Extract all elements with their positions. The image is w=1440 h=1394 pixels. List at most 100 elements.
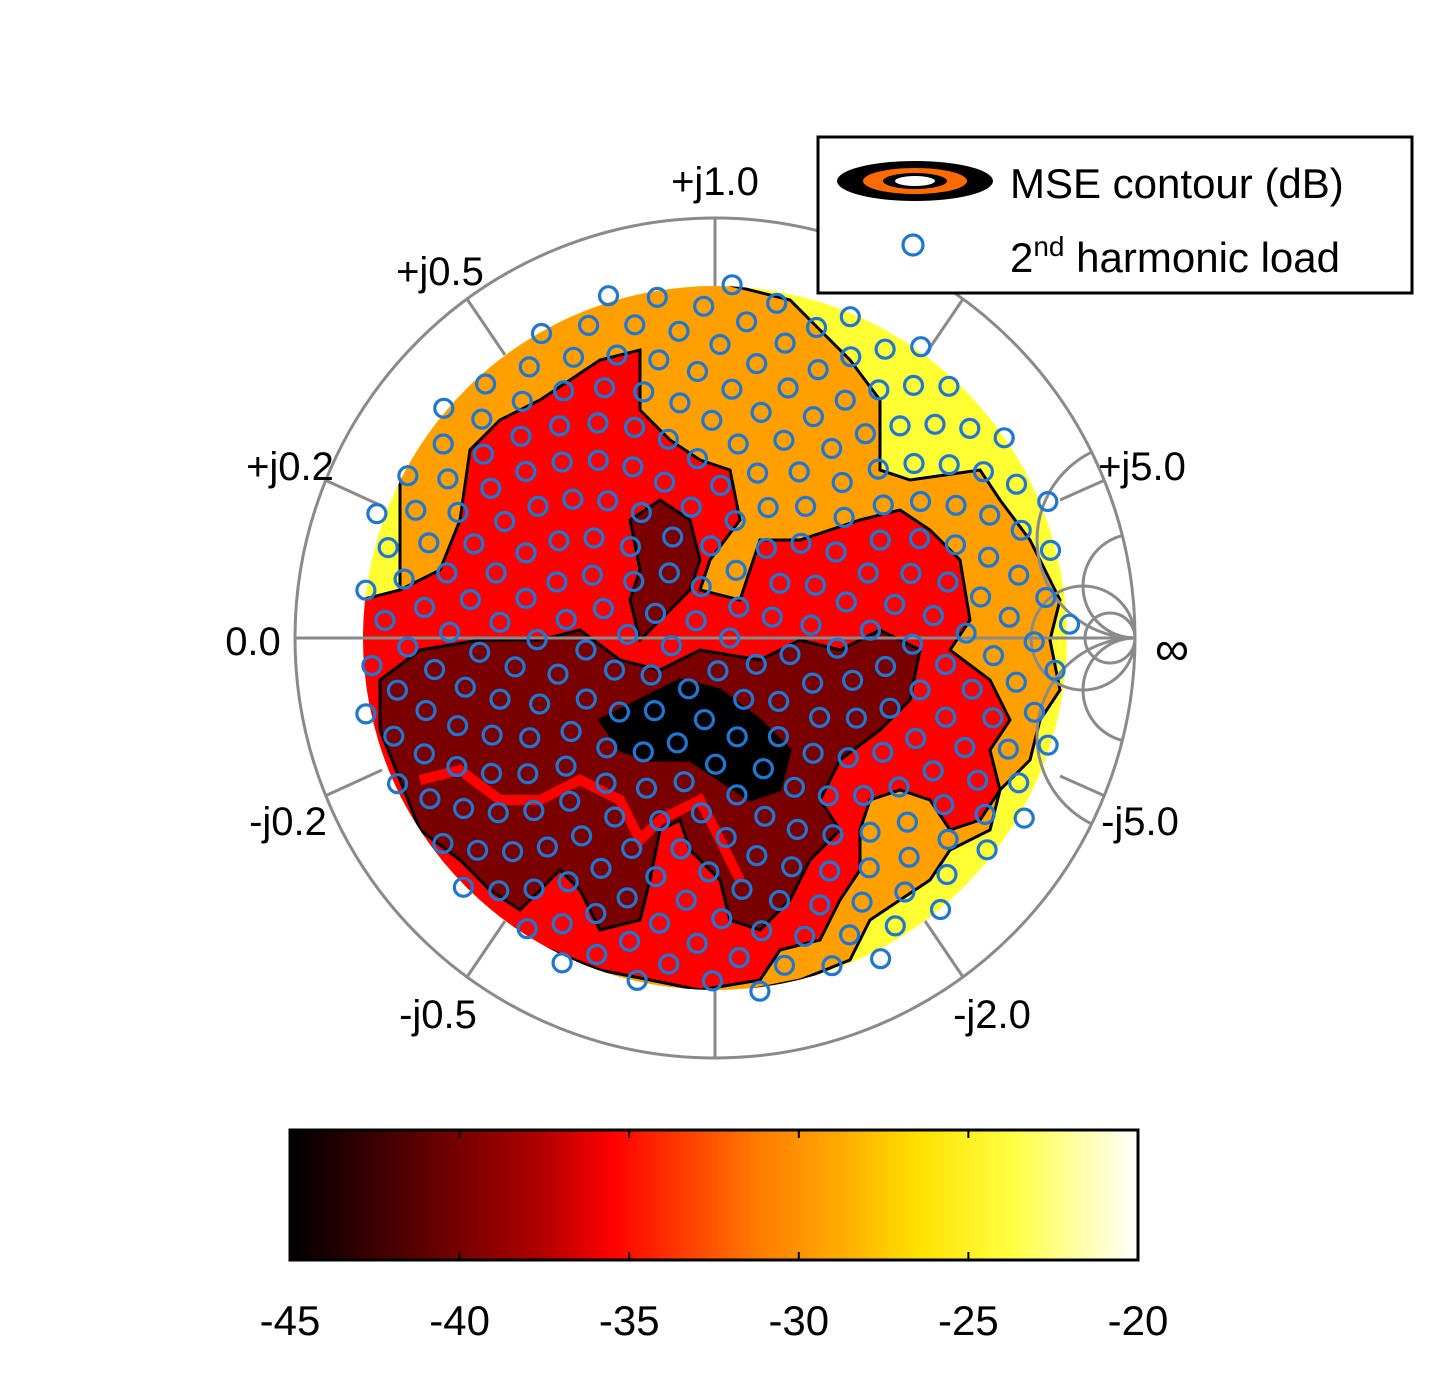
harmonic-load-marker [1023, 701, 1046, 723]
harmonic-load-marker [454, 676, 476, 698]
harmonic-load-marker [453, 797, 475, 820]
harmonic-load-marker [752, 758, 775, 780]
harmonic-load-markers [355, 274, 1081, 1002]
harmonic-load-marker [731, 878, 753, 901]
harmonic-load-marker [570, 825, 593, 847]
harmonic-load-marker [680, 496, 702, 518]
harmonic-load-marker [653, 471, 676, 493]
harmonic-load-marker [902, 374, 925, 396]
harmonic-load-marker [577, 314, 600, 336]
harmonic-load-marker [979, 504, 1001, 526]
harmonic-load-marker [997, 738, 1019, 760]
harmonic-load-marker [386, 679, 408, 701]
harmonic-load-marker [405, 499, 427, 521]
marker-swatch-icon [901, 233, 925, 257]
harmonic-load-marker [936, 863, 958, 886]
harmonic-load-marker [857, 562, 879, 584]
tick-jneg02 [324, 768, 383, 798]
colorbar-tick-label: -35 [599, 1297, 660, 1344]
harmonic-load-marker [575, 639, 597, 661]
harmonic-load-marker [825, 541, 847, 563]
harmonic-load-marker [889, 415, 911, 437]
harmonic-load-marker [587, 412, 609, 434]
harmonic-load-marker [938, 454, 960, 476]
harmonic-load-marker [869, 529, 891, 551]
harmonic-load-marker [393, 568, 415, 590]
harmonic-load-marker [821, 955, 843, 977]
harmonic-load-marker [934, 653, 957, 676]
harmonic-load-marker [436, 562, 458, 584]
harmonic-load-marker [822, 824, 844, 846]
harmonic-load-marker [933, 793, 955, 816]
harmonic-load-marker [872, 741, 894, 763]
harmonic-load-marker [562, 346, 585, 368]
harmonic-load-marker [669, 392, 691, 414]
harmonic-load-marker [859, 821, 881, 843]
harmonic-load-marker [555, 608, 577, 631]
harmonic-load-marker [597, 285, 620, 307]
harmonic-load-marker [768, 889, 791, 912]
harmonic-load-marker [658, 953, 680, 975]
harmonic-load-marker [526, 629, 548, 651]
harmonic-load-marker [446, 755, 468, 778]
harmonic-load-marker [590, 857, 612, 880]
harmonic-load-marker [1037, 490, 1059, 513]
harmonic-load-marker [909, 490, 932, 513]
harmonic-load-marker [675, 889, 697, 911]
label-zero: 0.0 [225, 620, 281, 664]
harmonic-load-marker [424, 658, 446, 681]
harmonic-load-marker [779, 643, 801, 666]
tick-jneg5 [1059, 774, 1106, 798]
harmonic-load-marker [976, 839, 998, 861]
harmonic-load-marker [719, 627, 741, 649]
harmonic-load-marker [783, 776, 806, 798]
harmonic-load-marker [883, 593, 906, 616]
harmonic-load-marker [596, 737, 618, 759]
harmonic-load-marker [767, 725, 790, 748]
harmonic-load-marker [447, 501, 469, 524]
harmonic-load-marker [859, 619, 882, 641]
harmonic-load-marker [616, 887, 638, 909]
harmonic-load-marker [617, 623, 639, 646]
harmonic-load-marker [777, 377, 799, 399]
label-j02: +j0.2 [246, 445, 334, 489]
harmonic-load-marker [944, 534, 967, 556]
tick-j02 [324, 478, 383, 508]
colorbar-tick-label: -45 [260, 1297, 321, 1344]
harmonic-load-marker [1035, 586, 1057, 609]
harmonic-load-marker [903, 452, 925, 475]
harmonic-load-marker [804, 574, 827, 596]
harmonic-load-marker [879, 697, 901, 719]
harmonic-load-marker [603, 659, 626, 681]
harmonic-load-marker [838, 924, 861, 946]
harmonic-load-marker [546, 571, 568, 593]
harmonic-load-marker [781, 856, 803, 878]
label-jneg2: -j2.0 [953, 993, 1031, 1037]
harmonic-load-marker [735, 311, 758, 333]
harmonic-load-marker [701, 409, 723, 431]
harmonic-load-marker [432, 433, 454, 455]
harmonic-load-marker [635, 777, 658, 799]
harmonic-load-marker [1039, 539, 1062, 562]
constant-x-arc-pos-small [1081, 532, 1135, 640]
harmonic-load-marker [377, 536, 399, 559]
colorbar-gradient [288, 1128, 1140, 1262]
harmonic-load-marker [606, 344, 628, 366]
harmonic-load-marker [415, 699, 437, 722]
harmonic-load-marker [725, 559, 747, 582]
harmonic-load-marker [937, 571, 959, 593]
harmonic-load-marker [480, 762, 503, 785]
harmonic-load-marker [604, 806, 626, 828]
smith-labels: +j1.0 +j0.5 +j0.2 0.0 -j0.2 -j0.5 -j2.0 … [225, 160, 1189, 1037]
harmonic-load-marker [618, 930, 641, 952]
harmonic-load-marker [374, 609, 396, 632]
legend-marker-sup: nd [1033, 231, 1064, 262]
harmonic-load-marker [790, 532, 812, 554]
colorbar: -45 -40 -35 -30 -25 -20 [260, 1128, 1168, 1344]
harmonic-load-marker [721, 274, 743, 296]
harmonic-load-marker [648, 912, 671, 934]
harmonic-load-marker [833, 506, 855, 529]
harmonic-load-marker [773, 954, 796, 976]
harmonic-load-marker [494, 510, 516, 533]
harmonic-load-marker [418, 532, 440, 554]
